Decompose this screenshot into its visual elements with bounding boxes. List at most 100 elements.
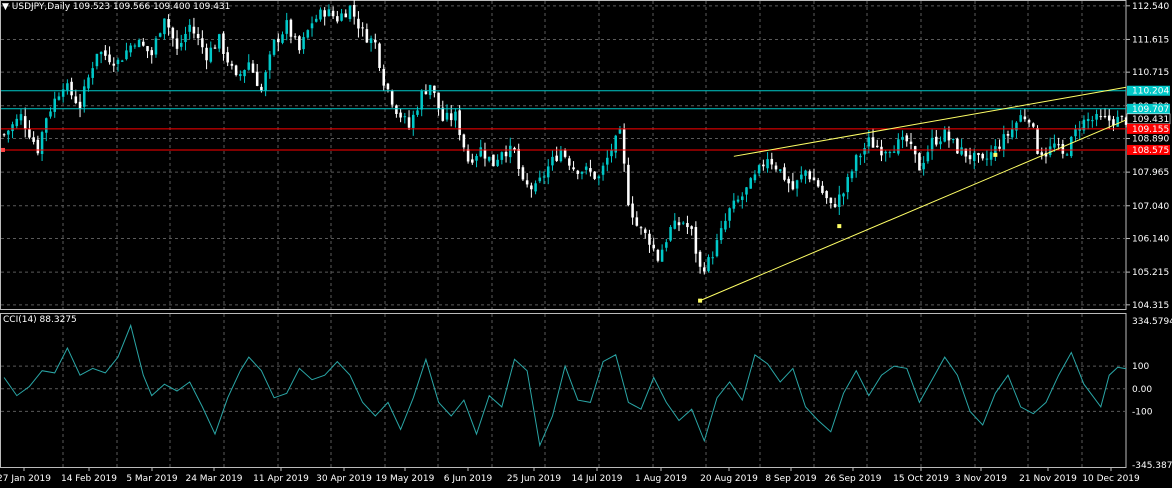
candle-172 — [728, 207, 731, 228]
current-price-tag — [1126, 113, 1171, 125]
candle-72 — [306, 29, 310, 39]
candle-body — [348, 5, 352, 20]
current-price-label: 109.431 — [1132, 115, 1169, 125]
candle-199 — [842, 192, 845, 205]
candle-29 — [125, 42, 128, 61]
candle-body — [243, 70, 246, 77]
candle-147 — [622, 123, 626, 172]
symbol-dropdown-icon[interactable]: ▼ — [2, 2, 9, 12]
candle-body — [504, 151, 508, 157]
candle-71 — [302, 32, 305, 54]
candle-body — [327, 9, 331, 17]
candle-body — [323, 10, 326, 17]
candle-193 — [816, 177, 820, 188]
candle-214 — [905, 133, 909, 147]
candle-116 — [492, 154, 495, 167]
candle-body — [589, 168, 592, 172]
candle-body — [981, 153, 984, 159]
candle-body — [656, 249, 660, 261]
candle-body — [762, 164, 765, 167]
candle-body — [631, 203, 634, 218]
candle-body — [1112, 119, 1115, 126]
candle-254 — [1074, 124, 1077, 141]
candle-158 — [669, 225, 672, 242]
candle-165 — [698, 250, 702, 274]
candle-84 — [357, 11, 360, 38]
candle-16 — [70, 77, 73, 100]
candle-body — [1095, 114, 1098, 120]
cci-pane-frame — [0, 313, 1127, 468]
candle-81 — [344, 9, 348, 18]
candle-body — [1053, 143, 1056, 148]
candle-148 — [627, 157, 630, 207]
candle-237 — [1002, 125, 1006, 158]
candle-body — [1040, 152, 1044, 155]
candle-body — [509, 145, 512, 158]
candle-185 — [783, 163, 786, 182]
candle-236 — [998, 139, 1001, 152]
candle-118 — [500, 151, 504, 165]
candle-body — [639, 227, 643, 229]
candle-body — [930, 137, 934, 152]
candle-body — [344, 13, 348, 18]
candle-body — [859, 155, 862, 158]
candle-190 — [804, 169, 807, 184]
price-level-label-1: 109.707 — [1132, 105, 1169, 115]
candle-210 — [888, 150, 892, 158]
candle-38 — [163, 18, 166, 40]
candle-98 — [416, 106, 419, 117]
candle-body — [521, 167, 525, 180]
candle-248 — [1048, 137, 1052, 158]
candle-body — [365, 29, 369, 43]
candle-body — [437, 92, 440, 109]
candle-131 — [555, 146, 558, 162]
candle-23 — [99, 51, 103, 64]
candle-262 — [1107, 108, 1111, 129]
candle-136 — [576, 169, 580, 180]
candle-47 — [201, 30, 204, 54]
candle-body — [618, 128, 622, 134]
candle-48 — [205, 43, 208, 70]
candle-97 — [411, 110, 415, 136]
candle-body — [1061, 144, 1065, 154]
candle-body — [458, 110, 461, 136]
candle-body — [935, 136, 938, 145]
candle-body — [909, 141, 913, 145]
candle-body — [614, 135, 617, 153]
candle-159 — [673, 213, 677, 230]
candle-36 — [154, 36, 158, 58]
candle-226 — [956, 137, 959, 155]
candle-207 — [875, 139, 879, 148]
candle-198 — [838, 185, 841, 215]
candle-body — [61, 89, 65, 97]
candle-103 — [437, 92, 440, 116]
price-tick-label-9: 104.315 — [1132, 301, 1169, 311]
price-tick-label-0: 112.540 — [1132, 2, 1169, 12]
candle-143 — [606, 149, 609, 172]
candle-body — [15, 118, 19, 127]
x-tick-label-7: 6 Jun 2019 — [444, 474, 493, 484]
candle-86 — [365, 23, 369, 44]
candle-12 — [53, 91, 56, 118]
candle-body — [407, 117, 411, 128]
candle-body — [466, 149, 470, 162]
candle-body — [120, 60, 124, 62]
candle-14 — [61, 83, 65, 103]
candle-body — [239, 74, 242, 77]
candle-body — [416, 110, 419, 115]
candle-body — [213, 47, 217, 49]
candle-56 — [239, 70, 242, 81]
candle-body — [462, 134, 466, 148]
candle-221 — [935, 130, 938, 147]
candle-body — [703, 267, 706, 272]
candle-95 — [403, 112, 407, 124]
candle-203 — [859, 153, 862, 166]
candle-body — [403, 116, 407, 118]
candle-body — [787, 178, 790, 184]
candle-37 — [158, 32, 162, 38]
x-tick-label-13: 26 Sep 2019 — [824, 474, 881, 484]
candle-body — [622, 129, 626, 164]
candle-180 — [762, 159, 765, 171]
candle-body — [1044, 152, 1048, 157]
